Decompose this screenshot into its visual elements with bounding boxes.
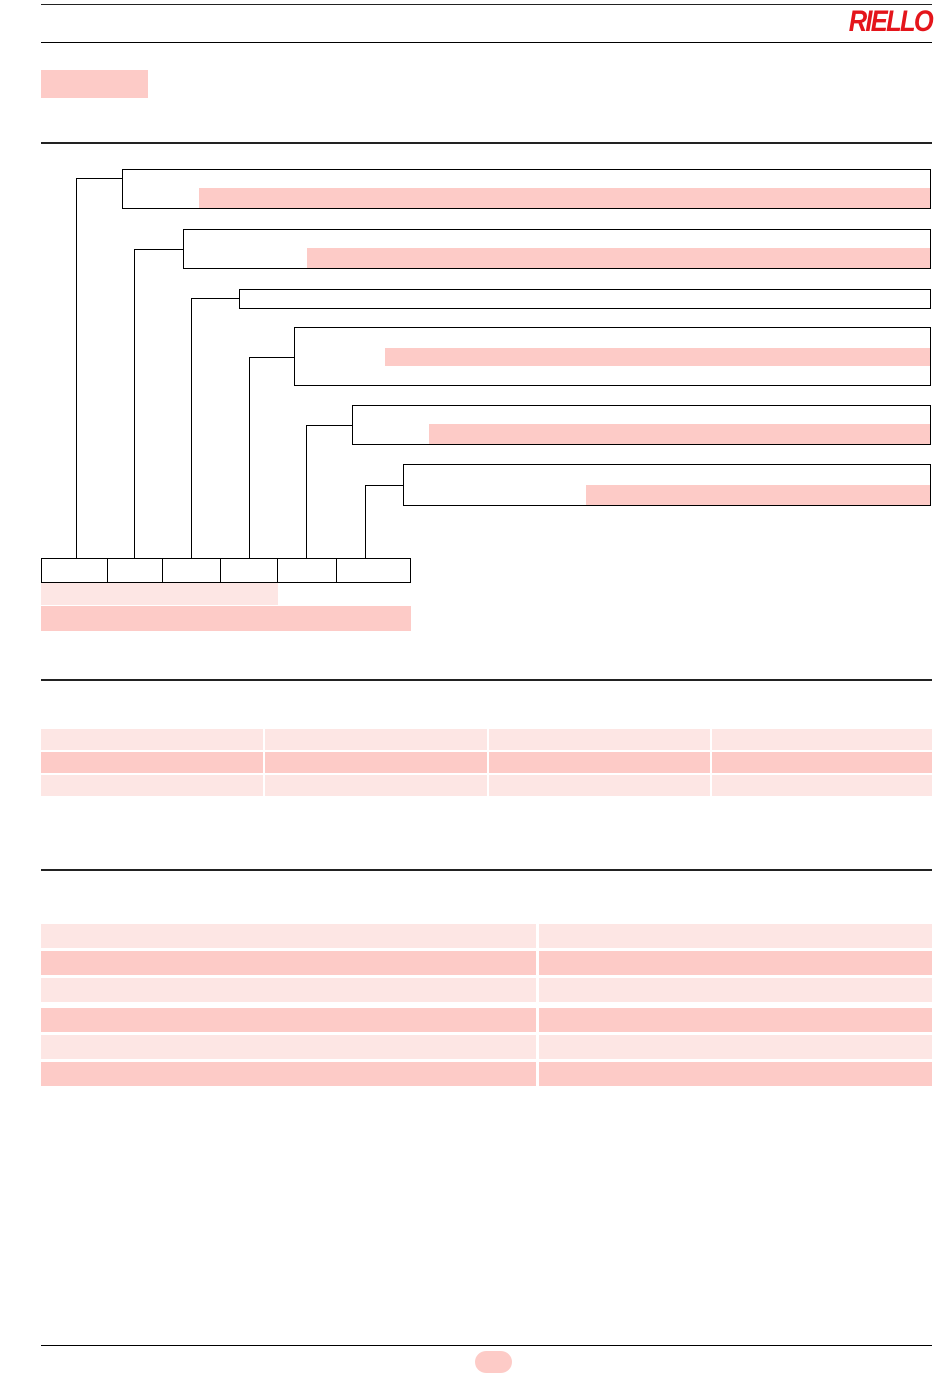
table-1-cell (265, 729, 487, 750)
table-1-cell (265, 752, 487, 773)
designation-box-1-band (199, 188, 930, 208)
header-bottom-rule (41, 42, 932, 43)
table-1-cell (489, 775, 710, 796)
connector-1-horizontal (76, 178, 123, 179)
table-1-row (41, 729, 932, 750)
table-1-cell (41, 752, 263, 773)
designation-box-4 (294, 327, 931, 386)
header-top-rule (41, 4, 932, 5)
connector-2-vertical (134, 249, 135, 559)
table-2-row (41, 978, 932, 1002)
table-1-cell (489, 729, 710, 750)
section-rule-table-2 (41, 869, 932, 871)
connector-4-horizontal (249, 357, 295, 358)
code-cell-3 (162, 558, 221, 583)
footer-rule (41, 1345, 932, 1346)
table-2-row (41, 924, 932, 948)
code-cell-4 (220, 558, 278, 583)
designation-box-2-band (307, 248, 930, 268)
designation-box-5 (352, 405, 931, 445)
table-2-cell (539, 924, 932, 948)
section-rule-table-1 (41, 679, 932, 681)
table-2-cell (41, 1008, 536, 1032)
designation-box-5-band (429, 424, 930, 444)
designation-box-6-band (586, 485, 930, 505)
table-1-row (41, 775, 932, 796)
designation-box-3 (239, 289, 931, 309)
table-2-cell (539, 1062, 932, 1086)
code-cell-6 (336, 558, 411, 583)
table-1-cell (712, 775, 932, 796)
connector-2-horizontal (134, 249, 184, 250)
table-2-cell (41, 951, 536, 975)
table-1-cell (712, 752, 932, 773)
code-cell-1 (41, 558, 108, 583)
code-cell-5 (277, 558, 337, 583)
connector-3-horizontal (191, 298, 240, 299)
page-number-badge (475, 1351, 512, 1373)
connector-5-horizontal (306, 425, 353, 426)
connector-4-vertical (249, 357, 250, 559)
connector-6-horizontal (365, 485, 404, 486)
table-1-cell (265, 775, 487, 796)
table-1-cell (489, 752, 710, 773)
section-tag (41, 70, 148, 98)
section-rule-designation (41, 142, 932, 144)
table-1-row (41, 752, 932, 773)
table-1-cell (41, 729, 263, 750)
table-2-cell (539, 1035, 932, 1059)
table-2-row (41, 951, 932, 975)
table-2-row (41, 1008, 932, 1032)
connector-5-vertical (306, 425, 307, 559)
table-1-cell (41, 775, 263, 796)
table-1-cell (712, 729, 932, 750)
table-2-cell (41, 978, 536, 1002)
table-2-cell (539, 1008, 932, 1032)
connector-3-vertical (191, 298, 192, 559)
table-2-cell (539, 978, 932, 1002)
code-cell-2 (107, 558, 163, 583)
designation-legend-2 (41, 606, 411, 631)
connector-1-vertical (76, 178, 77, 559)
designation-box-6 (403, 464, 931, 506)
table-2-row (41, 1035, 932, 1059)
table-2-cell (539, 951, 932, 975)
designation-legend-1 (41, 583, 278, 605)
table-2-cell (41, 1035, 536, 1059)
designation-box-4-band (385, 348, 930, 366)
table-2-row (41, 1062, 932, 1086)
table-2-cell (41, 1062, 536, 1086)
table-2-cell (41, 924, 536, 948)
designation-box-2 (183, 229, 931, 269)
designation-box-1 (122, 169, 931, 209)
connector-6-vertical (365, 485, 366, 559)
brand-logo: RIELLO (848, 5, 934, 38)
